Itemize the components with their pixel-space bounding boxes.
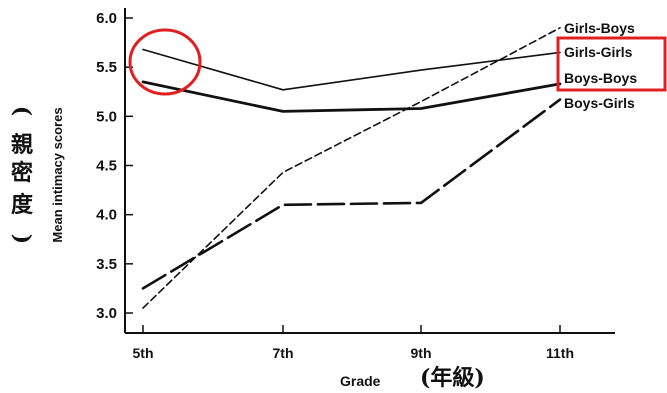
y-tick-label: 6.0 xyxy=(96,10,117,27)
y-axis-label-zh-char: ( xyxy=(9,106,35,116)
y-axis-label-zh-char: 親 xyxy=(11,132,33,158)
y-axis-label: Mean intimacy scores xyxy=(50,107,65,242)
y-axis-label-zh-char: 度 xyxy=(11,192,34,218)
y-tick-label: 3.5 xyxy=(96,256,117,273)
y-tick-label: 4.0 xyxy=(96,207,117,224)
series-line-girls-girls xyxy=(142,48,561,91)
x-tick-label: 7th xyxy=(273,345,294,361)
x-axis-label: Grade xyxy=(340,373,381,389)
series-label-girls-girls: Girls-Girls xyxy=(564,44,633,60)
y-axis-label-zh-char: 密 xyxy=(11,160,33,186)
x-tick-labels: 5th 7th 9th 11th xyxy=(133,345,575,361)
highlight-circle xyxy=(128,28,202,96)
y-tick-label: 4.5 xyxy=(96,158,117,175)
x-tick-label: 9th xyxy=(411,345,432,361)
series-line-girls-boys xyxy=(142,26,561,309)
x-tick-label: 11th xyxy=(546,345,574,361)
series-label-girls-boys: Girls-Boys xyxy=(564,20,635,36)
y-tick-label: 5.5 xyxy=(96,59,117,76)
series-lines xyxy=(141,26,562,309)
y-tick-label: 3.0 xyxy=(96,305,117,322)
series-label-boys-girls: Boys-Girls xyxy=(564,95,635,111)
highlight-box xyxy=(556,36,667,92)
series-label-boys-boys: Boys-Boys xyxy=(564,70,637,86)
series-line-boys-boys xyxy=(141,80,562,113)
y-axis-label-zh-char: ) xyxy=(9,234,35,244)
y-axis-label-zh: ( 親密度) xyxy=(9,106,35,244)
x-tick-label: 5th xyxy=(133,345,154,361)
series-labels: Girls-Boys Girls-Girls Boys-Boys Boys-Girls xyxy=(564,20,637,111)
axes xyxy=(124,8,615,334)
y-tick-labels: 3.0 3.5 4.0 4.5 5.0 5.5 6.0 xyxy=(96,10,117,322)
x-axis-label-zh: (年級) xyxy=(420,365,485,391)
y-tick-label: 5.0 xyxy=(96,108,117,125)
highlight-annotations xyxy=(128,28,667,96)
series-line-boys-girls xyxy=(141,98,562,290)
